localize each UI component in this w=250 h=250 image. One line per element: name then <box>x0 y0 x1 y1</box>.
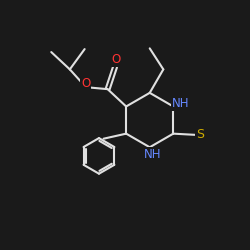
Text: O: O <box>81 77 90 90</box>
Text: S: S <box>196 128 204 141</box>
Text: NH: NH <box>144 148 161 161</box>
Text: NH: NH <box>172 98 190 110</box>
Text: O: O <box>111 54 120 66</box>
